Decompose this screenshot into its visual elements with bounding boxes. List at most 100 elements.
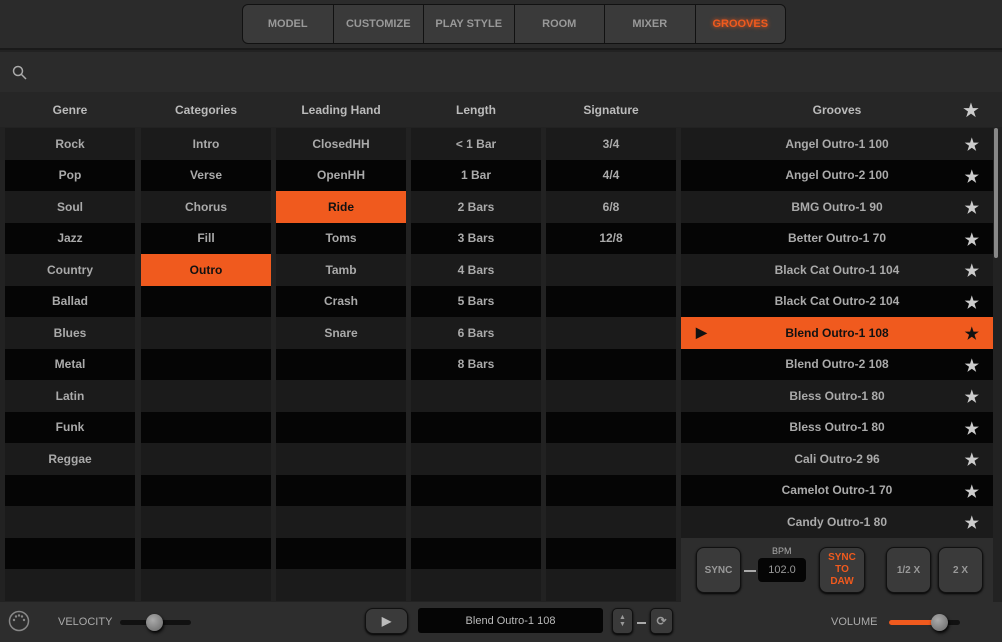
list-item[interactable]: Outro bbox=[141, 254, 271, 286]
groove-item[interactable]: Camelot Outro-1 70 ★ bbox=[681, 474, 993, 506]
list-item[interactable]: Intro bbox=[141, 128, 271, 160]
list-item[interactable]: Reggae bbox=[5, 443, 135, 475]
empty-row bbox=[276, 474, 406, 506]
tab-room[interactable]: ROOM bbox=[515, 5, 605, 43]
favorite-star-icon[interactable]: ★ bbox=[964, 420, 979, 438]
groove-stepper[interactable]: ▲ ▼ bbox=[612, 608, 633, 634]
list-item[interactable]: Latin bbox=[5, 380, 135, 412]
tab-play-style[interactable]: PLAY STYLE bbox=[424, 5, 515, 43]
groove-name: BMG Outro-1 90 bbox=[791, 199, 883, 214]
list-item[interactable]: 3 Bars bbox=[411, 222, 541, 254]
grooves-scrollbar[interactable] bbox=[994, 128, 998, 258]
groove-item[interactable]: BMG Outro-1 90 ★ bbox=[681, 191, 993, 223]
favorite-star-icon[interactable]: ★ bbox=[964, 294, 979, 312]
favorite-star-icon[interactable]: ★ bbox=[964, 263, 979, 280]
double-tempo-button[interactable]: 2 X bbox=[938, 547, 983, 593]
list-item[interactable]: Country bbox=[5, 254, 135, 286]
half-tempo-button[interactable]: 1/2 X bbox=[886, 547, 931, 593]
link-line bbox=[637, 622, 646, 624]
groove-item[interactable]: Angel Outro-1 100 ★ bbox=[681, 128, 993, 160]
empty-row bbox=[141, 569, 271, 601]
favorite-star-icon[interactable]: ★ bbox=[964, 483, 979, 501]
loop-button[interactable]: ⟳ bbox=[650, 608, 673, 634]
groove-item[interactable]: Angel Outro-2 100 ★ bbox=[681, 159, 993, 191]
bpm-field[interactable]: 102.0 bbox=[758, 558, 806, 582]
list-item[interactable]: 5 Bars bbox=[411, 285, 541, 317]
groove-item[interactable]: ▶ Blend Outro-1 108 ★ bbox=[681, 317, 993, 349]
list-item[interactable]: 4 Bars bbox=[411, 254, 541, 286]
favorite-star-icon[interactable]: ★ bbox=[964, 389, 979, 406]
list-item[interactable]: Crash bbox=[276, 285, 406, 317]
list-item[interactable]: < 1 Bar bbox=[411, 128, 541, 160]
midi-icon[interactable] bbox=[8, 610, 30, 632]
list-item[interactable]: Rock bbox=[5, 128, 135, 160]
groove-item[interactable]: Cali Outro-2 96 ★ bbox=[681, 443, 993, 475]
empty-row bbox=[411, 506, 541, 538]
favorite-star-icon[interactable]: ★ bbox=[964, 357, 979, 375]
groove-name: Angel Outro-1 100 bbox=[785, 136, 889, 151]
groove-item[interactable]: Candy Outro-1 80 ★ bbox=[681, 506, 993, 538]
favorite-star-icon[interactable]: ★ bbox=[964, 452, 979, 469]
tab-mixer[interactable]: MIXER bbox=[605, 5, 696, 43]
empty-row bbox=[546, 537, 676, 569]
list-item[interactable]: 6 Bars bbox=[411, 317, 541, 349]
groove-item[interactable]: Bless Outro-1 80 ★ bbox=[681, 380, 993, 412]
favorite-star-icon[interactable]: ★ bbox=[964, 326, 979, 343]
list-item[interactable]: 8 Bars bbox=[411, 348, 541, 380]
list-item[interactable]: Tamb bbox=[276, 254, 406, 286]
down-arrow-icon[interactable]: ▼ bbox=[619, 621, 626, 628]
list-item[interactable]: 4/4 bbox=[546, 159, 676, 191]
list-item[interactable]: Snare bbox=[276, 317, 406, 349]
favorite-star-icon[interactable]: ★ bbox=[964, 231, 979, 249]
list-item[interactable]: Verse bbox=[141, 159, 271, 191]
groove-item[interactable]: Black Cat Outro-2 104 ★ bbox=[681, 285, 993, 317]
list-item[interactable]: Funk bbox=[5, 411, 135, 443]
favorite-star-icon[interactable]: ★ bbox=[964, 515, 979, 532]
volume-slider-knob[interactable] bbox=[930, 614, 948, 631]
list-item[interactable]: Metal bbox=[5, 348, 135, 380]
favorite-star-icon[interactable]: ★ bbox=[964, 168, 979, 186]
empty-row bbox=[276, 537, 406, 569]
play-button[interactable]: ▶ bbox=[365, 608, 408, 634]
favorite-star-icon[interactable]: ★ bbox=[964, 137, 979, 154]
groove-name: Camelot Outro-1 70 bbox=[781, 483, 893, 498]
empty-row bbox=[546, 380, 676, 412]
groove-item[interactable]: Blend Outro-2 108 ★ bbox=[681, 348, 993, 380]
list-item[interactable]: 2 Bars bbox=[411, 191, 541, 223]
list-item[interactable]: 1 Bar bbox=[411, 159, 541, 191]
list-item[interactable]: ClosedHH bbox=[276, 128, 406, 160]
search-bar[interactable] bbox=[0, 52, 1002, 92]
sync-to-daw-button[interactable]: SYNC TO DAW bbox=[819, 547, 865, 593]
empty-row bbox=[546, 506, 676, 538]
list-item[interactable]: Ballad bbox=[5, 285, 135, 317]
main-tabs: MODEL CUSTOMIZE PLAY STYLE ROOM MIXER GR… bbox=[242, 4, 786, 44]
list-item[interactable]: Jazz bbox=[5, 222, 135, 254]
list-item[interactable]: Soul bbox=[5, 191, 135, 223]
list-item[interactable]: OpenHH bbox=[276, 159, 406, 191]
empty-row bbox=[141, 285, 271, 317]
favorite-star-icon[interactable]: ★ bbox=[964, 200, 979, 217]
bpm-label: BPM bbox=[772, 546, 792, 556]
groove-item[interactable]: Bless Outro-1 80 ★ bbox=[681, 411, 993, 443]
list-item[interactable]: 6/8 bbox=[546, 191, 676, 223]
list-item[interactable]: Fill bbox=[141, 222, 271, 254]
favorites-filter-star-icon[interactable]: ★ bbox=[962, 100, 980, 122]
list-item[interactable]: 12/8 bbox=[546, 222, 676, 254]
list-item[interactable]: Toms bbox=[276, 222, 406, 254]
tab-model[interactable]: MODEL bbox=[243, 5, 334, 43]
list-item[interactable]: Chorus bbox=[141, 191, 271, 223]
groove-item[interactable]: Better Outro-1 70 ★ bbox=[681, 222, 993, 254]
list-item[interactable]: Pop bbox=[5, 159, 135, 191]
tab-customize[interactable]: CUSTOMIZE bbox=[334, 5, 424, 43]
tab-grooves[interactable]: GROOVES bbox=[712, 18, 769, 30]
sync-button[interactable]: SYNC bbox=[696, 547, 741, 593]
up-arrow-icon[interactable]: ▲ bbox=[619, 614, 626, 621]
velocity-slider-knob[interactable] bbox=[146, 614, 163, 631]
list-item[interactable]: 3/4 bbox=[546, 128, 676, 160]
empty-row bbox=[411, 411, 541, 443]
search-icon[interactable] bbox=[12, 65, 28, 81]
list-item[interactable]: Ride bbox=[276, 191, 406, 223]
groove-item[interactable]: Black Cat Outro-1 104 ★ bbox=[681, 254, 993, 286]
list-item[interactable]: Blues bbox=[5, 317, 135, 349]
filter-column-signature: 3/4 4/4 6/8 12/8 bbox=[546, 128, 676, 601]
